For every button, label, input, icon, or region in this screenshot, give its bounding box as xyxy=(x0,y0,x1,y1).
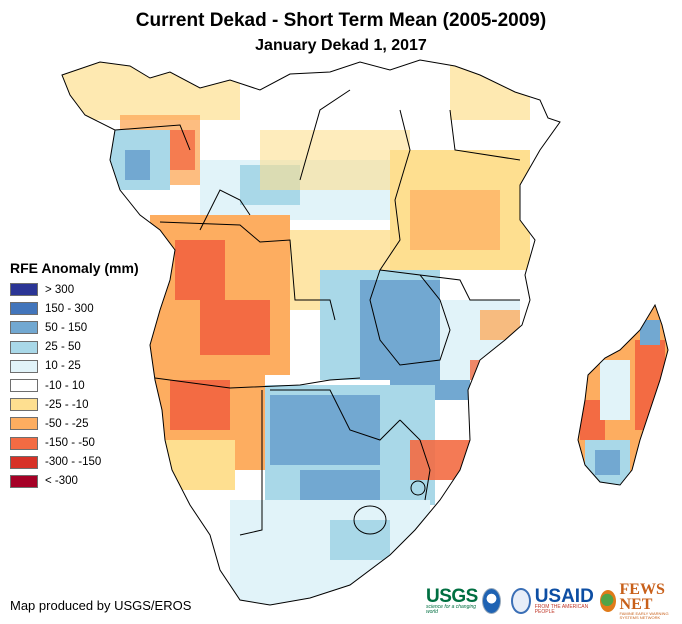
fews-logo-text: FEWS NET xyxy=(619,581,665,614)
madagascar-anomaly-field xyxy=(578,305,668,485)
legend-swatch xyxy=(10,283,38,297)
legend-item: < -300 xyxy=(10,472,139,491)
legend-label: -300 - -150 xyxy=(45,456,102,469)
credit-text: Map produced by USGS/EROS xyxy=(10,598,192,613)
usaid-seal-icon xyxy=(510,588,531,614)
legend-label: -50 - -25 xyxy=(45,417,89,430)
legend-item: 25 - 50 xyxy=(10,338,139,357)
legend-swatch xyxy=(10,340,38,354)
legend-label: > 300 xyxy=(45,283,75,296)
fews-net-logo: FEWS NET FAMINE EARLY WARNING SYSTEMS NE… xyxy=(619,581,682,621)
legend-title: RFE Anomaly (mm) xyxy=(10,260,139,276)
legend-item: -10 - 10 xyxy=(10,376,139,395)
legend-swatch xyxy=(10,474,38,488)
legend-label: -25 - -10 xyxy=(45,398,89,411)
country-borders xyxy=(61,59,669,606)
legend-swatch xyxy=(10,359,38,373)
legend-swatch xyxy=(10,379,38,393)
legend-swatch xyxy=(10,417,38,431)
legend-label: 10 - 25 xyxy=(45,360,81,373)
usaid-logo-text: USAID xyxy=(534,585,594,607)
usaid-logo: USAID FROM THE AMERICAN PEOPLE xyxy=(534,585,594,615)
legend-swatch xyxy=(10,302,38,316)
usgs-logo-text: USGS xyxy=(426,585,478,607)
usaid-tagline: FROM THE AMERICAN PEOPLE xyxy=(534,604,589,615)
legend-item: 50 - 150 xyxy=(10,318,139,337)
legend-item: -150 - -50 xyxy=(10,434,139,453)
legend: RFE Anomaly (mm) > 300 150 - 300 50 - 150 2… xyxy=(10,260,139,491)
legend-item: > 300 xyxy=(10,280,139,299)
fews-globe-icon xyxy=(599,590,616,612)
logo-strip: USGS science for a changing world USAID … xyxy=(426,581,682,619)
map-subtitle: January Dekad 1, 2017 xyxy=(255,37,427,54)
legend-swatch xyxy=(10,436,38,450)
legend-label: -10 - 10 xyxy=(45,379,85,392)
map-title: Current Dekad - Short Term Mean (2005-20… xyxy=(135,10,547,31)
legend-swatch xyxy=(10,321,38,335)
legend-item: -25 - -10 xyxy=(10,395,139,414)
legend-label: 50 - 150 xyxy=(45,321,88,334)
legend-item: -300 - -150 xyxy=(10,453,139,472)
noaa-logo-icon xyxy=(481,588,501,614)
legend-item: -50 - -25 xyxy=(10,414,139,433)
legend-swatch xyxy=(10,455,38,469)
legend-label: 25 - 50 xyxy=(45,341,81,354)
legend-label: 150 - 300 xyxy=(45,302,94,315)
usgs-tagline: science for a changing world xyxy=(426,604,477,615)
usgs-logo: USGS science for a changing world xyxy=(426,585,478,615)
legend-item: 150 - 300 xyxy=(10,299,139,318)
legend-item: 10 - 25 xyxy=(10,357,139,376)
fews-tagline: FAMINE EARLY WARNING SYSTEMS NETWORK xyxy=(619,611,669,621)
legend-swatch xyxy=(10,398,38,412)
legend-label: < -300 xyxy=(45,475,78,488)
legend-label: -150 - -50 xyxy=(45,437,95,450)
